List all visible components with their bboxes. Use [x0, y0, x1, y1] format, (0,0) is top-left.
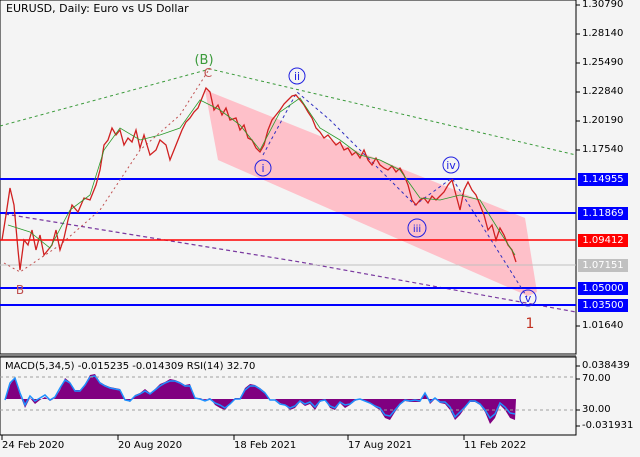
wave-label-ii: ii — [288, 67, 306, 85]
time-axis-ticks — [1, 435, 465, 440]
price-label: 1.25490 — [582, 57, 624, 68]
level-label-1-05000: 1.05000 — [578, 282, 628, 295]
wave-label-iv: iv — [442, 156, 460, 174]
time-label: 20 Aug 2020 — [118, 440, 183, 451]
time-label: 24 Feb 2020 — [2, 440, 65, 451]
price-channel[interactable] — [205, 90, 537, 296]
price-series — [1, 86, 517, 271]
price-label: 1.22840 — [582, 86, 624, 97]
indicator-axis-label: 0.038439 — [582, 360, 630, 371]
price-label: 1.17540 — [582, 144, 624, 155]
level-label-1-14955: 1.14955 — [578, 173, 628, 186]
wave-label-c: C — [204, 66, 212, 80]
time-label: 17 Aug 2021 — [348, 440, 413, 451]
price-label: 1.28140 — [582, 28, 624, 39]
svg-text:iii: iii — [413, 224, 421, 235]
trendline-lower[interactable] — [4, 213, 577, 313]
current-price-label: 1.07151 — [578, 259, 628, 272]
price-label: 1.30790 — [582, 0, 624, 10]
price-series-bull — [7, 97, 516, 256]
wave-path-impulse — [262, 91, 528, 298]
level-label-1-11869: 1.11869 — [578, 207, 628, 220]
price-label: 1.20190 — [582, 115, 624, 126]
wave-label-b-major: (B) — [194, 53, 213, 68]
time-label: 18 Feb 2021 — [234, 440, 297, 451]
indicator-axis-label: 70.00 — [582, 373, 611, 384]
svg-text:ii: ii — [294, 70, 300, 83]
wave-label-1: 1 — [526, 316, 535, 332]
wave-path-abc — [3, 67, 211, 273]
wave-label-v: v — [519, 289, 537, 307]
price-label: 1.01640 — [582, 320, 624, 331]
indicator-title: MACD(5,34,5) -0.015235 -0.014309 RSI(14)… — [5, 361, 256, 372]
macd-histogram — [0, 374, 576, 424]
wave-label-iii: iii — [407, 218, 427, 238]
level-label-1-03500: 1.03500 — [578, 299, 628, 312]
indicator-axis-label: -0.031931 — [582, 420, 634, 431]
wave-label-i: i — [254, 159, 272, 177]
trendline-upper[interactable] — [0, 68, 577, 156]
indicator-axis-label: 30.00 — [582, 404, 611, 415]
svg-text:v: v — [525, 292, 532, 305]
chart-title: EURUSD, Daily: Euro vs US Dollar — [6, 2, 189, 15]
pane-separator[interactable] — [0, 354, 576, 357]
wave-label-b: B — [16, 283, 24, 297]
level-label-1-09412: 1.09412 — [578, 234, 628, 247]
svg-text:i: i — [261, 162, 264, 175]
price-axis-ticks — [576, 4, 580, 427]
svg-text:iv: iv — [446, 159, 456, 172]
time-label: 11 Feb 2022 — [464, 440, 527, 451]
